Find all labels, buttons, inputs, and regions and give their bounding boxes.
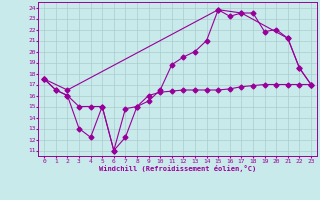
X-axis label: Windchill (Refroidissement éolien,°C): Windchill (Refroidissement éolien,°C) [99, 165, 256, 172]
